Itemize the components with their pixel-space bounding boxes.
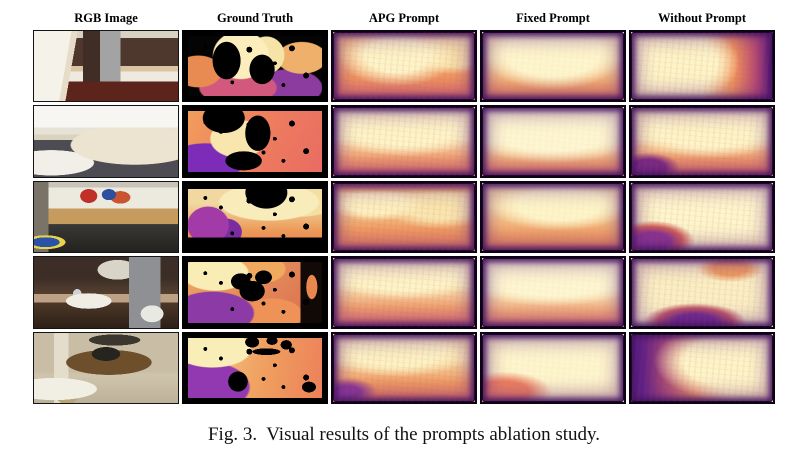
rgb-photo-bathroom-row4: [33, 256, 179, 329]
rgb-photo-living-room-row2: [33, 105, 179, 178]
figure-caption: Fig. 3. Visual results of the prompts ab…: [207, 424, 601, 445]
without-prompt-depth-row3: [629, 180, 775, 254]
ground-truth-depth-row3: [182, 180, 328, 254]
column-header-row: RGB Image Ground Truth APG Prompt Fixed …: [33, 11, 775, 26]
fixed-prompt-depth-row3: [480, 180, 626, 254]
column-header-fixed-prompt: Fixed Prompt: [516, 11, 590, 25]
without-prompt-depth-row1: [629, 30, 775, 103]
figure-image-grid: [33, 30, 775, 404]
apg-prompt-depth-row5: [331, 331, 477, 404]
fixed-prompt-depth-row5: [480, 331, 626, 404]
ground-truth-depth-row5: [182, 331, 328, 404]
fixed-prompt-depth-row2: [480, 105, 626, 178]
column-header-apg-prompt: APG Prompt: [368, 11, 440, 25]
without-prompt-depth-row5: [629, 331, 775, 404]
apg-prompt-depth-row2: [331, 105, 477, 178]
without-prompt-depth-row2: [629, 105, 775, 178]
column-header-without-prompt: Without Prompt: [657, 11, 747, 25]
without-prompt-depth-row4: [629, 256, 775, 329]
apg-prompt-depth-row4: [331, 256, 477, 329]
ground-truth-depth-row2: [182, 105, 328, 178]
column-header-ground-truth: Ground Truth: [216, 11, 294, 25]
ground-truth-depth-row1: [182, 30, 328, 103]
rgb-photo-desk-window-row3: [33, 180, 179, 254]
apg-prompt-depth-row1: [331, 30, 477, 103]
fixed-prompt-depth-row1: [480, 30, 626, 103]
rgb-photo-dining-room-row5: [33, 331, 179, 404]
rgb-photo-kitchen-row1: [33, 30, 179, 103]
column-header-rgb-image: RGB Image: [74, 11, 138, 25]
apg-prompt-depth-row3: [331, 180, 477, 254]
ground-truth-depth-row4: [182, 256, 328, 329]
fixed-prompt-depth-row4: [480, 256, 626, 329]
